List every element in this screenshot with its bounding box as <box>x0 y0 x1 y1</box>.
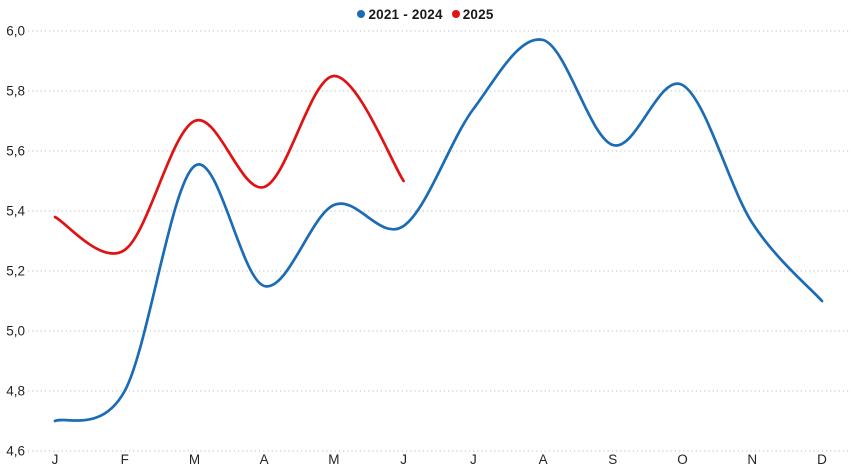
x-tick-label: J <box>400 452 407 467</box>
legend-label-2025: 2025 <box>462 6 494 22</box>
x-tick-label: A <box>260 452 269 467</box>
x-tick-label: J <box>470 452 477 467</box>
x-tick-label: M <box>189 452 200 467</box>
series-line-2021-2024 <box>53 38 824 423</box>
legend-item-2021-2024: 2021 - 2024 <box>357 6 443 22</box>
y-tick-label: 4,8 <box>6 384 25 399</box>
legend-item-2025: 2025 <box>451 6 494 22</box>
legend: 2021 - 2024 2025 <box>0 4 851 24</box>
x-tick-label: F <box>121 452 129 467</box>
y-tick-label: 5,8 <box>6 84 25 99</box>
y-tick-label: 4,6 <box>6 444 25 459</box>
x-tick-label: N <box>747 452 757 467</box>
y-tick-label: 5,4 <box>6 204 25 219</box>
y-tick-label: 5,6 <box>6 144 25 159</box>
legend-label-2021-2024: 2021 - 2024 <box>368 6 443 22</box>
x-tick-label: O <box>677 452 688 467</box>
x-tick-label: D <box>817 452 827 467</box>
x-tick-label: A <box>539 452 548 467</box>
series-line-2025 <box>53 74 405 255</box>
x-tick-label: J <box>52 452 59 467</box>
x-tick-label: M <box>328 452 339 467</box>
legend-dot-red-icon <box>451 10 460 18</box>
y-tick-label: 5,2 <box>6 264 25 279</box>
x-tick-label: S <box>608 452 617 467</box>
y-tick-label: 5,0 <box>6 324 25 339</box>
legend-dot-blue-icon <box>357 10 366 18</box>
y-tick-label: 6,0 <box>6 24 25 39</box>
